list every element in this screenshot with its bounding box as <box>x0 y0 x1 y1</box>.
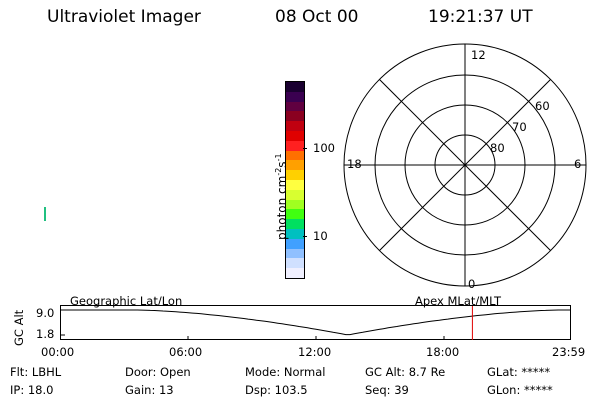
polar-diagonal-b <box>379 79 551 251</box>
glat-readout: GLat: ***** <box>487 365 551 379</box>
colorbar-segment <box>286 150 304 161</box>
colorbar-segment <box>286 258 304 269</box>
filter-readout: Flt: LBHL <box>10 365 62 379</box>
x-tick-label-4: 23:59 <box>552 345 586 359</box>
colorbar-label-10: 10 <box>313 229 328 243</box>
x-tick-label-0: 00:00 <box>41 345 75 359</box>
colorbar-tick-10 <box>303 236 307 237</box>
colorbar-unit-label: photon cm-2s-1 <box>274 153 289 240</box>
colorbar-segment <box>286 199 304 210</box>
colorbar-segment <box>286 101 304 112</box>
colorbar-segment <box>286 228 304 239</box>
dsp-readout: Dsp: 103.5 <box>245 383 308 397</box>
observation-time: 19:21:37 UT <box>428 7 533 27</box>
color-scale-bar <box>285 81 305 279</box>
colorbar-segment <box>286 130 304 141</box>
x-tick-label-2: 12:00 <box>298 345 332 359</box>
polar-label-0: 0 <box>468 277 475 290</box>
colorbar-segment <box>286 248 304 259</box>
polar-label-70: 70 <box>512 120 527 134</box>
observation-date: 08 Oct 00 <box>275 7 359 27</box>
glon-readout: GLon: ***** <box>487 383 553 397</box>
colorbar-segment <box>286 219 304 229</box>
instrument-title: Ultraviolet Imager <box>47 7 201 27</box>
timeline-frame <box>60 305 571 340</box>
colorbar-label-100: 100 <box>313 141 335 155</box>
seq-readout: Seq: 39 <box>365 383 409 397</box>
door-readout: Door: Open <box>125 365 191 379</box>
colorbar-segment <box>286 140 304 151</box>
colorbar-segment <box>286 82 304 92</box>
colorbar-segment <box>286 209 304 220</box>
polar-label-60: 60 <box>535 99 550 113</box>
colorbar-segment <box>286 111 304 122</box>
colorbar-segment <box>286 238 304 249</box>
x-tick-label-1: 06:00 <box>169 345 203 359</box>
colorbar-segment <box>286 160 304 171</box>
timeline-y-bottom: 1.8 <box>36 327 55 341</box>
gain-readout: Gain: 13 <box>125 383 174 397</box>
colorbar-tick-100 <box>303 148 307 149</box>
timeline-ticks <box>60 309 445 340</box>
polar-grid-plot: 12 18 6 0 60 70 80 <box>343 43 587 290</box>
altitude-timeline-plot <box>60 305 571 340</box>
geographic-label: Geographic Lat/Lon <box>70 294 183 308</box>
polar-label-12: 12 <box>471 48 486 62</box>
polar-label-18: 18 <box>347 157 362 171</box>
x-tick-label-3: 18:00 <box>426 345 460 359</box>
image-speck-mark <box>44 207 46 221</box>
mode-readout: Mode: Normal <box>245 365 326 379</box>
altitude-curve <box>61 309 571 336</box>
polar-label-6: 6 <box>574 157 581 171</box>
colorbar-segment <box>286 179 304 190</box>
colorbar-segment <box>286 268 304 278</box>
ip-readout: IP: 18.0 <box>10 383 54 397</box>
colorbar-segment <box>286 189 304 200</box>
colorbar-segment <box>286 121 304 131</box>
apex-label: Apex MLat/MLT <box>415 294 502 308</box>
timeline-y-top: 9.0 <box>36 306 55 320</box>
colorbar-segment <box>286 91 304 102</box>
polar-label-80: 80 <box>490 141 505 155</box>
colorbar-segment <box>286 170 304 180</box>
gc-alt-readout: GC Alt: 8.7 Re <box>365 365 446 379</box>
timeline-axis-title: GC Alt <box>12 309 26 346</box>
